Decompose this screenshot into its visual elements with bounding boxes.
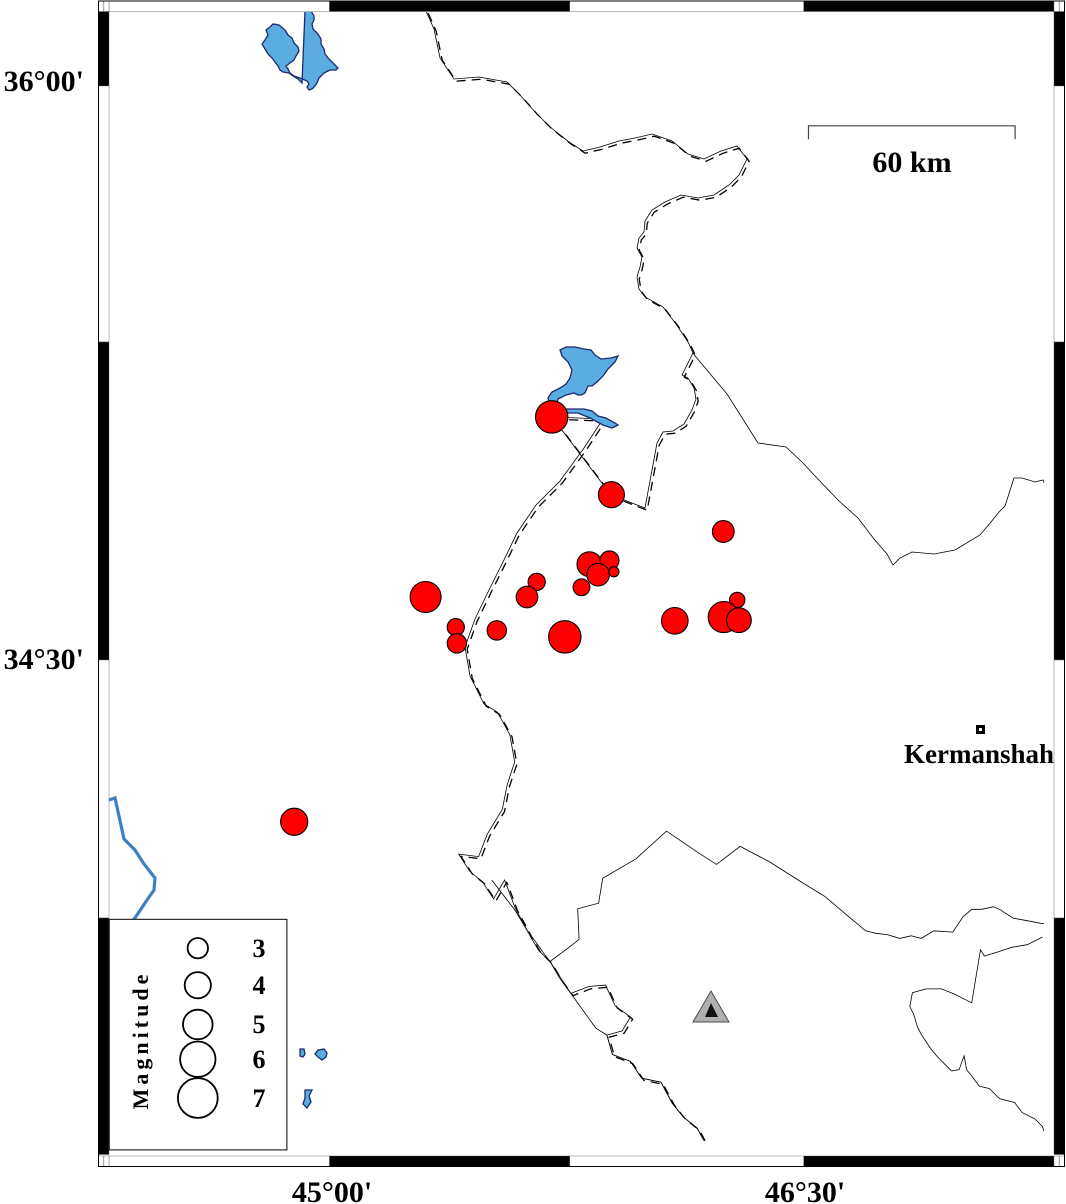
- svg-text:36°00': 36°00': [4, 65, 84, 98]
- svg-text:Magnitude: Magnitude: [128, 971, 153, 1110]
- svg-text:7: 7: [253, 1084, 266, 1113]
- svg-text:3: 3: [253, 934, 266, 963]
- svg-text:60 km: 60 km: [872, 146, 951, 179]
- svg-text:6: 6: [253, 1045, 266, 1074]
- svg-text:45°00': 45°00': [292, 1176, 372, 1204]
- svg-text:5: 5: [253, 1010, 266, 1039]
- svg-text:Kermanshah: Kermanshah: [904, 739, 1054, 769]
- svg-text:34°30': 34°30': [4, 643, 84, 676]
- svg-text:4: 4: [253, 971, 266, 1000]
- svg-text:46°30': 46°30': [765, 1176, 845, 1204]
